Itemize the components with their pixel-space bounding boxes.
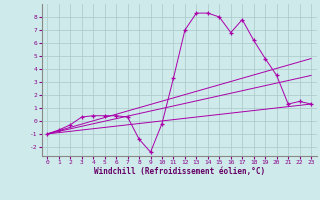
X-axis label: Windchill (Refroidissement éolien,°C): Windchill (Refroidissement éolien,°C) [94,167,265,176]
